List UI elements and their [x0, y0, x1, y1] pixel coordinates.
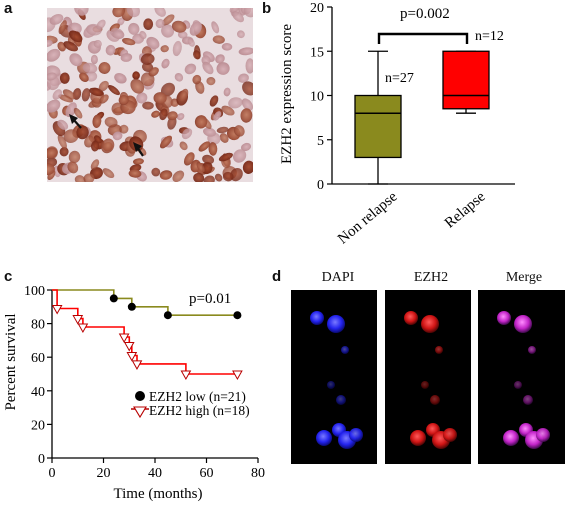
y-tick-label: 60 — [31, 351, 45, 366]
y-tick-label: 100 — [24, 284, 45, 299]
y-tick-label: 20 — [310, 1, 324, 16]
y-tick-label: 80 — [31, 318, 45, 333]
legend-label-high: EZH2 high (n=18) — [149, 403, 250, 418]
fluorescence-images — [291, 290, 565, 464]
legend-marker-high — [133, 406, 147, 419]
censor-marker-high — [123, 341, 135, 352]
n-label-relapse: n=12 — [475, 29, 504, 44]
censor-marker-low — [127, 302, 136, 311]
legend-marker-low — [135, 391, 145, 401]
x-tick-label: 80 — [251, 466, 265, 481]
x-tick-label: 60 — [200, 466, 214, 481]
censor-marker-high — [118, 333, 130, 344]
arrow-icon — [69, 114, 82, 129]
y-tick-label: 5 — [317, 134, 324, 149]
y-tick-label: 40 — [31, 385, 45, 400]
y-tick-label: 20 — [31, 418, 45, 433]
y-axis-label: Percent survival — [3, 313, 19, 410]
censor-marker-high — [72, 315, 84, 325]
legend: EZH2 low (n=21) EZH2 high (n=18) — [131, 389, 250, 419]
channel-label-dapi: DAPI — [321, 270, 355, 285]
panel-letter-a: a — [4, 0, 13, 17]
x-tick-label: 40 — [148, 466, 162, 481]
y-tick-label: 0 — [38, 452, 45, 467]
box-non-relapse — [354, 94, 402, 159]
censor-marker-low — [163, 311, 172, 320]
censor-marker-high — [126, 352, 138, 362]
x-axis-label: Time (months) — [113, 486, 202, 502]
y-tick-label: 10 — [310, 90, 324, 105]
x-tick-label: 20 — [97, 466, 111, 481]
significance-bracket — [377, 32, 469, 44]
p-value-annotation: p=0.002 — [400, 6, 450, 22]
censor-marker-high — [232, 370, 243, 381]
category-label-non-relapse: Non relapse — [335, 189, 401, 248]
legend-label-low: EZH2 low (n=21) — [149, 389, 246, 404]
survival-plot: 0 20 40 60 80 100 0 20 40 60 80 p=0.01 EZH2 low (n… — [3, 284, 265, 502]
censor-marker-high — [77, 323, 89, 333]
panel-letter-c: c — [4, 268, 13, 285]
channel-label-ezh2: EZH2 — [413, 270, 449, 285]
x-tick-label: 0 — [49, 466, 56, 481]
ihc-image — [39, 1, 258, 186]
censor-marker-high — [180, 370, 192, 381]
n-label-non-relapse: n=27 — [385, 71, 414, 86]
y-tick-label: 0 — [317, 178, 324, 193]
category-label-relapse: Relapse — [442, 189, 489, 232]
censor-marker-high — [131, 360, 143, 370]
censor-marker-low — [109, 294, 118, 303]
channel-label-merge: Merge — [505, 270, 543, 285]
y-tick-label: 15 — [310, 45, 324, 60]
censor-marker-high — [51, 304, 63, 315]
panel-letter-d: d — [272, 268, 282, 285]
panel-letter-b: b — [262, 0, 272, 17]
arrow-icon — [133, 142, 144, 157]
box-relapse — [442, 50, 490, 110]
p-value-annotation: p=0.01 — [189, 291, 231, 307]
y-axis-label: EZH2 expression score — [279, 24, 295, 164]
box-plot: 0 5 10 15 20 p=0.002 n=12 n=27 EZH2 expressi… — [279, 1, 515, 248]
censor-marker-low — [233, 311, 242, 320]
